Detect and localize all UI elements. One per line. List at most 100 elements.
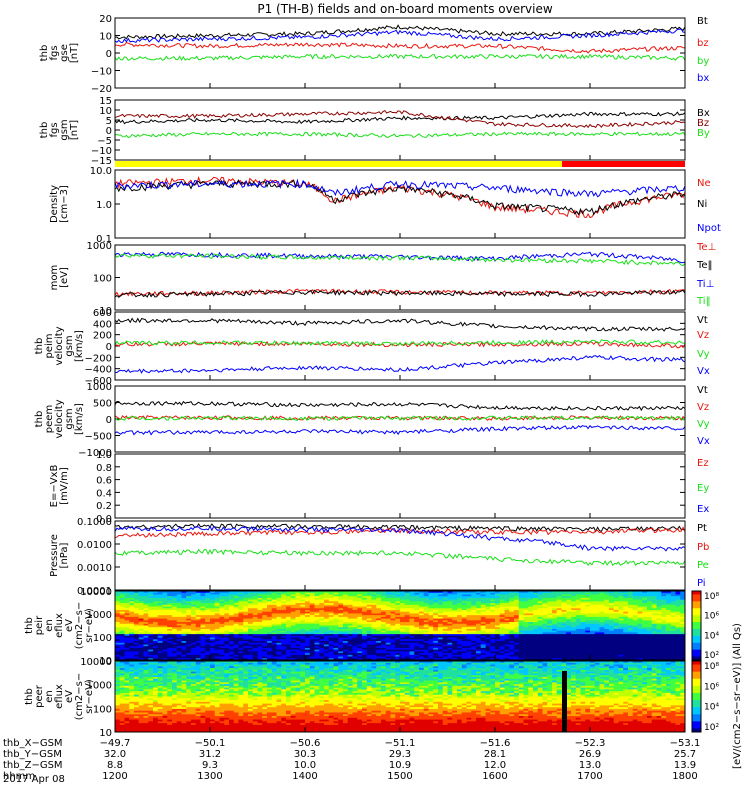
spectrogram-cell [428,609,434,613]
spectrogram-cell [461,644,467,647]
spectrogram-cell [214,596,220,599]
spectrogram-cell [485,591,491,594]
spectrogram-cell [205,628,211,632]
spectrogram-cell [585,632,591,635]
spectrogram-cell [200,647,206,651]
spectrogram-cell [276,637,282,640]
legend-Npot: Npot [697,223,721,234]
spectrogram-cell [400,594,406,597]
spectrogram-cell [647,647,653,651]
spectrogram-cell [518,644,524,647]
spectrogram-cell [138,641,144,644]
spectrogram-cell [523,639,529,642]
spectrogram-cell [566,592,572,595]
spectrogram-cell [119,613,125,616]
spectrogram-cell [229,656,235,659]
spectrogram-cell [181,646,187,649]
spectrogram-cell [542,630,548,633]
spectrogram-cell [618,654,624,657]
spectrogram-cell [656,603,662,606]
spectrogram-cell [528,656,534,659]
spectrogram-cell [191,644,197,647]
series-line-Pi [114,525,686,552]
spectrogram-cell [257,601,263,604]
spectrogram-cell [376,591,382,594]
spectrogram-cell [447,611,453,614]
spectrogram-cell [286,592,292,595]
spectrogram-cell [319,651,325,654]
spectrogram-cell [528,615,534,618]
spectrogram-cell [238,642,244,645]
spectrogram-cell [533,591,539,594]
series-line-Ti⊥ [114,251,686,264]
spectrogram-cell [666,658,672,661]
spectrogram-cell [395,623,401,626]
spectrogram-cell [528,611,534,614]
spectrogram-cell [485,644,491,647]
spectrogram-cell [471,594,477,597]
spectrogram-cell [419,654,425,657]
spectrogram-cell [210,599,216,602]
spectrogram-cell [262,628,268,632]
spectrogram-cell [271,642,277,645]
spectrogram-cell [566,630,572,633]
spectrogram-cell [457,596,463,599]
spectrogram-cell [143,628,149,632]
spectrogram-cell [314,632,320,635]
spectrogram-cell [148,597,154,601]
spectrogram-cell [357,641,363,644]
spectrogram-cell [362,637,368,640]
spectrogram-cell [647,658,653,661]
spectrogram-cell [153,637,159,640]
ylabel-line: mom [49,265,60,291]
spectrogram-cell [533,608,539,611]
spectrogram-cell [661,592,667,595]
spectrogram-cell [195,644,201,647]
spectrogram-cell [162,611,168,614]
spectrogram-cell [347,618,353,621]
spectrogram-cell [138,658,144,661]
spectrogram-cell [148,620,154,623]
spectrogram-cell [547,647,553,651]
spectrogram-cell [585,627,591,630]
spectrogram-cell [195,594,201,597]
spectrogram-cell [585,647,591,651]
spectrogram-cell [409,623,415,626]
spectrogram-cell [267,606,273,609]
spectrogram-cell [305,647,311,651]
spectrogram-cell [656,613,662,616]
spectrogram-cell [661,628,667,632]
spectrogram-cell [362,653,368,656]
spectrogram-cell [271,637,277,640]
spectrogram-cell [499,644,505,647]
spectrogram-cell [514,599,520,602]
spectrogram-cell [214,647,220,651]
spectrogram-cell [352,596,358,599]
spectrogram-cell [243,630,249,633]
series-line-Ni [114,179,686,216]
spectrogram-cell [309,628,315,632]
spectrogram-cell [495,656,501,659]
spectrogram-cell [480,634,486,637]
spectrogram-cell [390,634,396,637]
spectrogram-cell [162,606,168,609]
spectrogram-cell [300,646,306,649]
spectrogram-cell [571,646,577,649]
spectrogram-cell [281,627,287,630]
spectrogram-cell [632,642,638,645]
spectrogram-cell [267,623,273,626]
spectrogram-cell [485,646,491,649]
spectrogram-cell [552,592,558,595]
spectrogram-cell [200,649,206,652]
spectrogram-cell [404,623,410,626]
spectrogram-cell [637,639,643,642]
spectrogram-cell [447,596,453,599]
spectrogram-cell [523,651,529,654]
spectrogram-cell [509,592,515,595]
spectrogram-cell [172,641,178,644]
spectrogram-cell [580,594,586,597]
spectrogram-cell [186,608,192,611]
spectrogram-cell [476,630,482,633]
spectrogram-cell [243,625,249,628]
spectrogram-cell [419,603,425,606]
